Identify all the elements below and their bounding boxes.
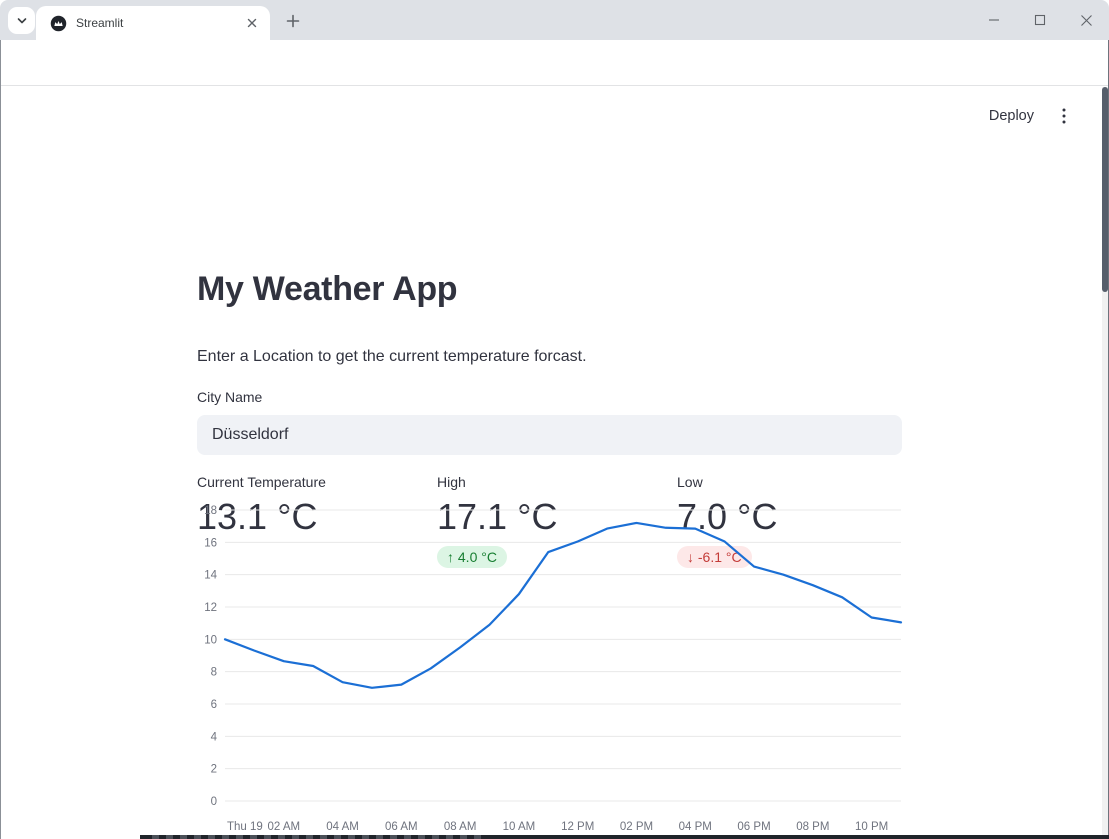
page-title: My Weather App	[197, 270, 457, 309]
x-tick-label: 10 PM	[855, 821, 888, 833]
streamlit-favicon-icon	[50, 15, 67, 32]
tab-strip: Streamlit	[0, 0, 1109, 40]
window-controls	[971, 0, 1109, 40]
kebab-menu-icon	[1056, 107, 1072, 125]
app-menu-button[interactable]	[1054, 105, 1074, 127]
plus-icon	[286, 14, 300, 28]
x-tick-label: 04 AM	[326, 821, 359, 833]
x-tick-label: Thu 19	[227, 821, 263, 833]
background-window-marks	[152, 835, 482, 839]
deploy-button[interactable]: Deploy	[989, 108, 1034, 124]
x-tick-label: 02 AM	[267, 821, 300, 833]
window-border-left	[0, 40, 1, 839]
x-tick-label: 10 AM	[503, 821, 536, 833]
new-tab-button[interactable]	[281, 9, 305, 33]
city-name-label: City Name	[197, 389, 262, 405]
metric-label: Low	[677, 474, 901, 490]
city-name-input[interactable]	[197, 415, 902, 455]
y-tick-label: 14	[204, 570, 217, 582]
y-tick-label: 12	[204, 602, 217, 614]
tab-title: Streamlit	[76, 16, 244, 30]
tab-close-icon[interactable]	[244, 15, 260, 31]
y-tick-label: 8	[211, 667, 217, 679]
browser-tab[interactable]: Streamlit	[36, 6, 270, 40]
background-window-strip	[140, 835, 1109, 839]
x-tick-label: 06 AM	[385, 821, 418, 833]
browser-window: Streamlit	[0, 0, 1109, 839]
x-tick-label: 08 PM	[796, 821, 829, 833]
y-tick-label: 10	[204, 634, 217, 646]
x-tick-label: 12 PM	[561, 821, 594, 833]
y-tick-label: 2	[211, 764, 217, 776]
metric-label: Current Temperature	[197, 474, 421, 490]
x-tick-label: 04 PM	[679, 821, 712, 833]
minimize-icon	[988, 14, 1000, 26]
close-icon	[1080, 14, 1093, 27]
y-tick-label: 6	[211, 699, 217, 711]
window-minimize-button[interactable]	[971, 0, 1017, 40]
chevron-down-icon	[16, 15, 28, 27]
metric-label: High	[437, 474, 661, 490]
streamlit-header: Deploy	[989, 105, 1074, 127]
x-tick-label: 08 AM	[444, 821, 477, 833]
page-subtitle: Enter a Location to get the current temp…	[197, 348, 587, 366]
y-tick-label: 4	[211, 731, 218, 743]
chart-line	[225, 523, 901, 688]
y-tick-label: 18	[204, 505, 217, 517]
y-tick-label: 16	[204, 537, 217, 549]
x-tick-label: 06 PM	[737, 821, 770, 833]
x-tick-label: 02 PM	[620, 821, 653, 833]
maximize-icon	[1034, 14, 1046, 26]
browser-toolbar: localhost:8501	[0, 40, 1109, 86]
temperature-chart: 0 2 4 6 8 10 12 14 16 18 Thu 19 02 AM 04 AM 06 AM 08 A…	[197, 497, 910, 839]
window-close-button[interactable]	[1063, 0, 1109, 40]
y-tick-label: 0	[211, 796, 217, 808]
window-maximize-button[interactable]	[1017, 0, 1063, 40]
tab-search-button[interactable]	[8, 7, 35, 34]
